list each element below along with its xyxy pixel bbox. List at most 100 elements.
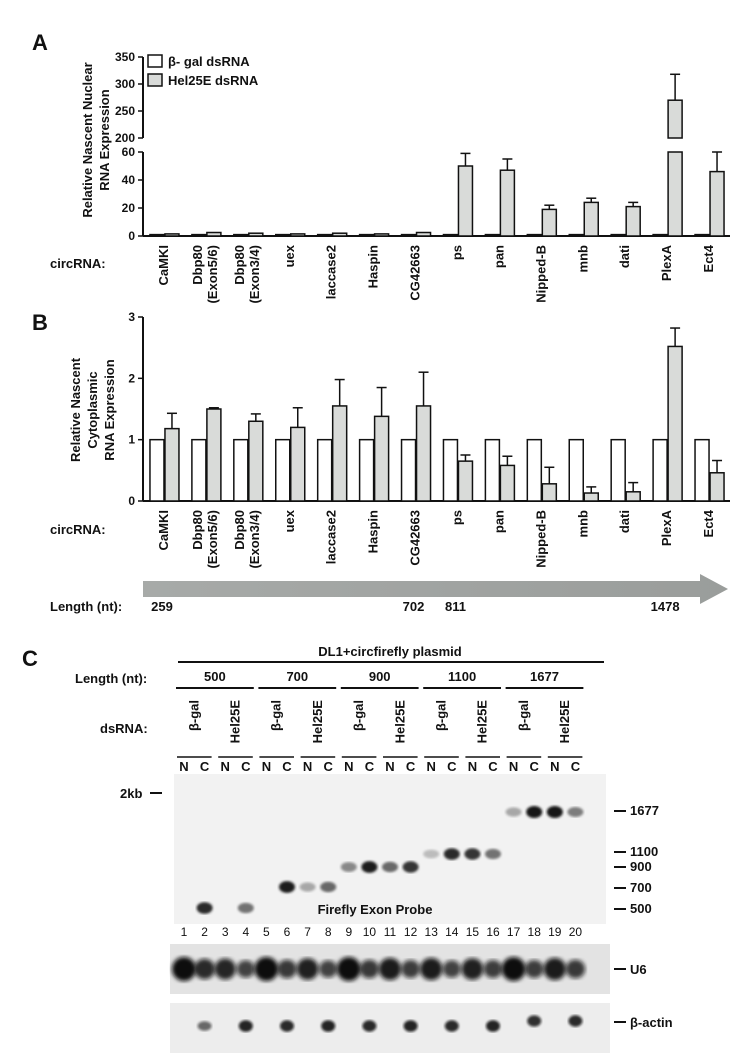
bar-b-bgal-dbp80-exon3-4	[233, 438, 249, 502]
u6-band-lane-7	[296, 958, 319, 980]
chart-a-ytick-label-350: 350	[115, 50, 135, 64]
actin-band-lane-4	[238, 1020, 253, 1032]
u6-bands	[172, 957, 586, 981]
bar-a-hel-ps	[457, 165, 474, 237]
lane-number-18: 18	[528, 925, 542, 939]
lane-number-2: 2	[201, 925, 208, 939]
bar-a-hel-cg42663	[415, 231, 432, 237]
bar-b-bgal-mnb	[568, 438, 584, 502]
lane-number-8: 8	[325, 925, 332, 939]
gel-fraction-lane-15: N	[468, 759, 477, 774]
gel-length-1677: 1677	[530, 669, 559, 684]
bar-b-hel-ect4	[709, 472, 725, 502]
band-lane-19	[546, 806, 563, 818]
lane-number-20: 20	[569, 925, 583, 939]
chart-b-ytick-label-3: 3	[128, 310, 135, 324]
panel-b-label: B	[32, 310, 48, 335]
chart-a-cat-dbp80-exon5-6-line2: (Exon5/6)	[205, 245, 220, 304]
chart-a-ytick-label-200: 200	[115, 131, 135, 145]
bar-b-hel-haspin	[373, 415, 390, 502]
chart-b-cat-plexa: PlexA	[659, 509, 674, 546]
bar-a-hel-haspin	[373, 233, 390, 237]
panel-b-ylabel: Relative Nascent Cytoplasmic RNA Express…	[68, 357, 117, 462]
gel-dsrna-groups: β-gal Hel25E β-gal Hel25E β-gal Hel25E β-gal He…	[177, 700, 583, 758]
length-marker-702: 702	[403, 599, 425, 614]
bar-b-bgal-uex	[275, 438, 291, 502]
band-lane-4	[237, 902, 254, 914]
chart-a-ytick-label-0: 0	[128, 229, 135, 243]
chart-a-cat-mnb: mnb	[575, 245, 590, 273]
chart-b-cat-dbp80-exon3-4-line2: (Exon3/4)	[247, 510, 262, 569]
chart-a-ytick-label-250: 250	[115, 104, 135, 118]
gel-fraction-lane-18: C	[530, 759, 540, 774]
gel-length-groups: 500 700 900 1100 1677	[176, 669, 584, 689]
band-lane-15	[464, 848, 481, 860]
lane-number-15: 15	[466, 925, 480, 939]
actin-band-lane-16	[486, 1020, 500, 1032]
panel-a-label: A	[32, 30, 48, 55]
chart-b-cat-ps: ps	[449, 510, 464, 525]
length-markers: 259 702 811 1478	[151, 599, 679, 614]
u6-band-lane-3	[214, 958, 236, 980]
bar-b-bgal-ect4	[694, 438, 710, 502]
panel-a: A Relative Nascent Nuclear RNA Expressio…	[32, 30, 730, 304]
bar-b-bgal-nipped-b	[526, 438, 543, 502]
bar-a-hel-pan	[499, 169, 516, 237]
bar-b-hel-nipped-b	[541, 483, 558, 502]
chart-a-ytick-label-300: 300	[115, 77, 135, 91]
bar-b-bgal-dbp80-exon5-6	[191, 438, 207, 502]
chart-b-ytick-label-0: 0	[128, 494, 135, 508]
chart-b-cat-ect4: Ect4	[701, 509, 716, 537]
panel-a-ylabel-line2: RNA Expression	[97, 89, 112, 190]
chart-a-cat-dbp80-exon5-6: Dbp80	[190, 245, 205, 285]
chart-b-plot: 0 1 2 3	[128, 310, 730, 508]
panel-c-label: C	[22, 646, 38, 671]
band-lane-12	[402, 861, 419, 873]
gel-fraction-lane-13: N	[427, 759, 436, 774]
bar-b-hel-mnb	[583, 492, 599, 502]
u6-band-lane-18	[524, 960, 544, 978]
chart-a-cat-uex: uex	[282, 244, 297, 267]
bar-a-hel-plexa-upper	[667, 99, 683, 139]
actin-bands	[197, 1015, 583, 1032]
band-lane-14	[443, 848, 460, 860]
gel-fraction-lane-1: N	[179, 759, 188, 774]
actin-band-lane-6	[280, 1020, 294, 1032]
length-arrow	[143, 574, 728, 604]
bar-a-hel-dbp80-exon5-6	[206, 231, 222, 237]
u6-band-lane-20	[565, 959, 586, 979]
gel-fraction-lane-20: C	[571, 759, 581, 774]
gel-header: DL1+circfirefly plasmid	[318, 644, 461, 659]
lane-number-13: 13	[425, 925, 439, 939]
chart-a-cat-ps: ps	[449, 245, 464, 260]
panel-b-circrna-label: circRNA:	[50, 522, 106, 537]
legend-bgal-swatch	[147, 54, 163, 68]
bar-a-bgal-dbp80-exon5-6	[191, 233, 207, 237]
bar-b-bgal-dati	[610, 438, 626, 502]
u6-band-lane-4	[236, 960, 256, 978]
lane-number-12: 12	[404, 925, 418, 939]
chart-a-cat-pan: pan	[491, 245, 506, 268]
gel-fraction-lane-2: C	[200, 759, 210, 774]
gel-length-1100: 1100	[448, 669, 476, 684]
gel-marker-500: 500	[630, 901, 652, 916]
gel-dsrna-gal-900: β-gal	[351, 700, 366, 731]
band-lane-18	[526, 806, 543, 818]
probe-label: Firefly Exon Probe	[318, 902, 433, 917]
chart-a-cat-dbp80-exon3-4-line2: (Exon3/4)	[247, 245, 262, 304]
bar-a-bgal-laccase2	[316, 233, 333, 237]
northern-blot	[174, 774, 606, 924]
bar-b-hel-camki	[164, 427, 180, 502]
bar-a-bgal-haspin	[358, 233, 375, 237]
gel-marker-1100: 1100	[630, 844, 658, 859]
bar-a-bgal-plexa	[652, 233, 668, 237]
chart-b-ytick-label-1: 1	[128, 433, 135, 447]
legend-bgal-label: β- gal dsRNA	[168, 54, 250, 69]
gel-fraction-lane-16: C	[488, 759, 498, 774]
panel-a-legend: β- gal dsRNA Hel25E dsRNA	[147, 54, 259, 88]
actin-band-lane-8	[321, 1020, 336, 1032]
u6-band-lane-14	[442, 960, 462, 978]
gel-fraction-lane-11: N	[385, 759, 394, 774]
